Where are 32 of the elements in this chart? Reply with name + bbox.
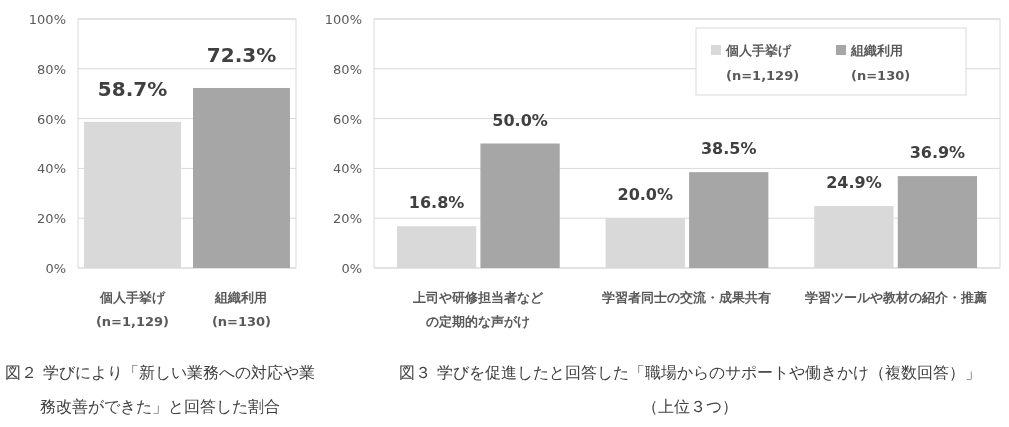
bar (689, 172, 769, 268)
data-label: 58.7% (97, 76, 168, 101)
data-label: 36.9% (909, 143, 966, 163)
y-tick-label: 60% (333, 111, 362, 127)
y-tick-label: 80% (333, 61, 362, 77)
x-tick-label: 学習ツールや教材の紹介・推薦 (803, 289, 988, 307)
data-label: 24.9% (826, 173, 882, 192)
legend-label: 個人手挙げ (n=1,129) (725, 43, 800, 83)
y-tick-label: 0% (45, 261, 66, 276)
y-tick-label: 80% (37, 61, 66, 77)
data-label: 50.0% (492, 110, 548, 130)
y-tick-label: 40% (37, 161, 66, 177)
bar (480, 143, 560, 268)
data-label: 16.8% (408, 193, 465, 213)
y-tick-label: 20% (37, 211, 66, 227)
text: 図３ 学びを促進したと回答した「職場からのサポートや働きかけ（複数回答）」（上位３つ） (398, 362, 982, 418)
x-tick-label: 個人手挙げ (n=1,129) (94, 289, 171, 331)
data-label: 72.3% (206, 42, 277, 67)
y-tick-label: 60% (37, 111, 66, 127)
y-tick-label: 100% (28, 12, 66, 27)
y-tick-label: 100% (324, 12, 362, 27)
bar (897, 176, 978, 268)
x-tick-label: 組織利用 (n=130) (210, 289, 273, 331)
legend-label: 組織利用 (n=130) (850, 43, 911, 83)
x-tick-label: 学習者同士の交流・成果共有 (601, 289, 773, 307)
y-tick-label: 0% (341, 261, 362, 276)
y-tick-label: 40% (333, 161, 362, 177)
y-tick-label: 20% (333, 211, 362, 227)
x-tick-label: 上司や研修担当者などの定期的な声がけ (412, 289, 545, 331)
data-label: 20.0% (617, 185, 674, 205)
data-label: 38.5% (700, 139, 757, 159)
text: 図２ 学びにより「新しい業務への対応や業務改善ができた」と回答した割合 (4, 362, 316, 418)
